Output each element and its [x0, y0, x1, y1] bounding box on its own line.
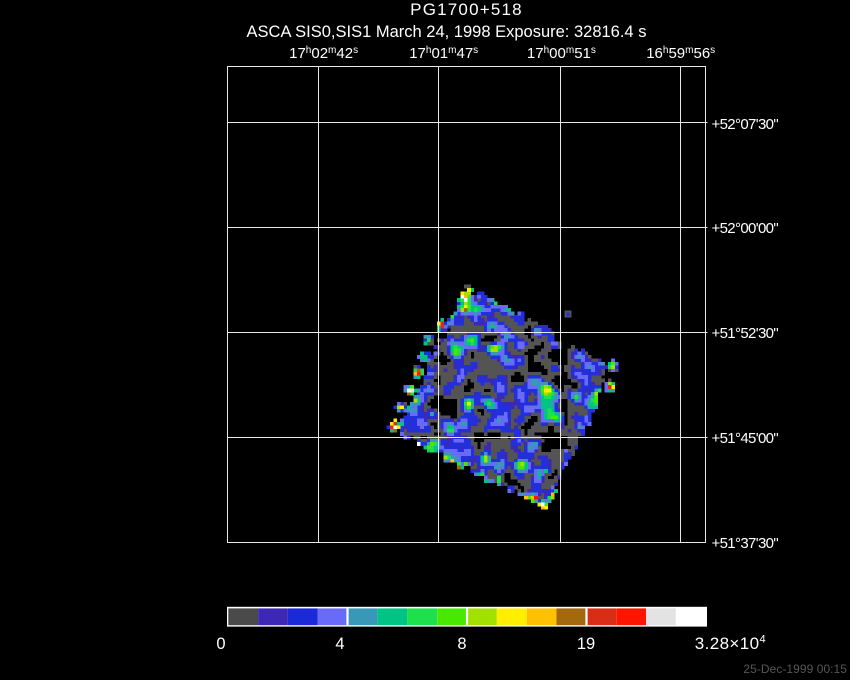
- svg-text:17h00m51s: 17h00m51s: [527, 45, 596, 62]
- svg-text:ASCA SIS0,SIS1 March 24, 1998: ASCA SIS0,SIS1 March 24, 1998 Exposure: …: [247, 23, 647, 41]
- svg-text:8: 8: [457, 635, 466, 653]
- svg-text:+51°45'00": +51°45'00": [712, 430, 779, 447]
- svg-text:3.28×104: 3.28×104: [695, 634, 766, 654]
- svg-text:+51°52'30": +51°52'30": [712, 325, 779, 342]
- svg-text:PG1700+518: PG1700+518: [410, 0, 523, 19]
- svg-text:19: 19: [577, 635, 595, 653]
- svg-text:+52°07'30": +52°07'30": [712, 116, 779, 133]
- svg-text:4: 4: [335, 635, 344, 653]
- svg-text:17h01m47s: 17h01m47s: [409, 45, 478, 62]
- svg-text:+51°37'30": +51°37'30": [712, 535, 779, 552]
- svg-text:+52°00'00": +52°00'00": [712, 220, 779, 237]
- svg-text:17h02m42s: 17h02m42s: [289, 45, 358, 62]
- svg-text:16h59m56s: 16h59m56s: [646, 45, 715, 62]
- svg-text:0: 0: [216, 635, 225, 653]
- svg-text:25-Dec-1999 00:15: 25-Dec-1999 00:15: [743, 662, 847, 676]
